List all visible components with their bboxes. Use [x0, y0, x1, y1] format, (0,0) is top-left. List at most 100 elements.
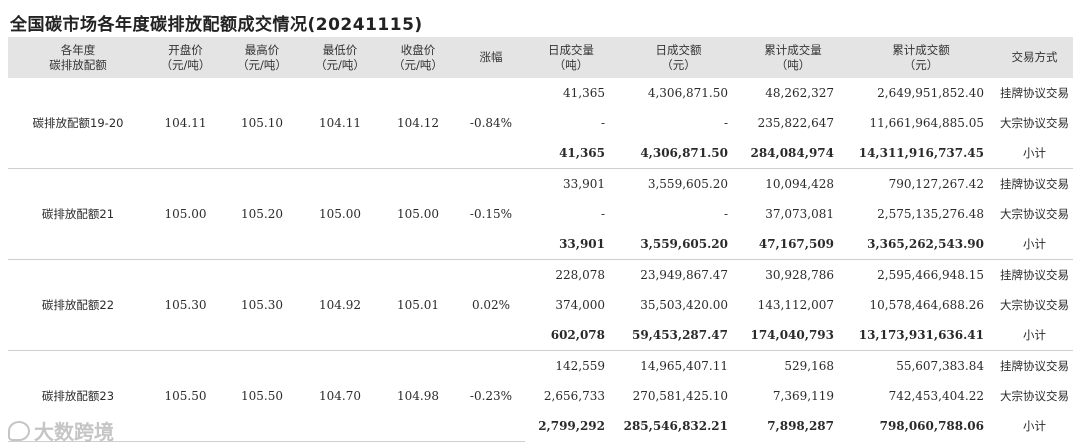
open-price: 105.30: [148, 259, 223, 351]
col-header-trade-method: 交易方式: [996, 37, 1073, 78]
low-price: 104.11: [301, 78, 379, 169]
trade-method: 大宗协议交易: [1000, 207, 1069, 221]
low-price: 104.70: [301, 350, 379, 442]
col-header-high: 最高价 （元/吨）: [223, 37, 301, 78]
high-price: 105.50: [223, 350, 301, 442]
subtotal-row: 41,365 4,306,871.50 284,084,974 14,311,9…: [8, 138, 1073, 169]
price-change: -0.84%: [457, 78, 525, 169]
table-row: 碳排放配额21 105.00 105.20 105.00 105.00 -0.1…: [8, 168, 1073, 260]
cumulative-volume: 235,822,647: [757, 116, 834, 130]
close-price: 105.00: [379, 168, 457, 260]
trade-method: 大宗协议交易: [1000, 116, 1069, 130]
page-title: 全国碳市场各年度碳排放配额成交情况(20241115): [10, 15, 423, 35]
subtotal-row: 33,901 3,559,605.20 47,167,509 3,365,262…: [8, 229, 1073, 260]
daily-amount: 35,503,420.00: [640, 298, 728, 312]
carbon-allowance-table: 各年度 碳排放配额 开盘价 （元/吨） 最高价 （元/吨） 最低价 （元/吨） 收盘价（…: [8, 37, 1073, 442]
table-row: 2,656,733 270,581,425.10 7,369,119 742,4…: [8, 381, 1073, 411]
low-price: 104.92: [301, 259, 379, 351]
daily-volume: 2,799,292: [538, 419, 605, 433]
col-header-cumulative-amount: 累计成交额 （元）: [846, 37, 996, 78]
cumulative-amount: 798,060,788.06: [879, 419, 984, 433]
daily-amount: 270,581,425.10: [632, 389, 728, 403]
cumulative-amount: 10,578,464,688.26: [869, 298, 984, 312]
allowance-name: 碳排放配额21: [8, 168, 148, 260]
cumulative-amount: 2,575,135,276.48: [877, 207, 984, 221]
close-price: 104.12: [379, 78, 457, 169]
cumulative-amount: 55,607,383.84: [896, 359, 984, 373]
daily-volume: -: [600, 207, 605, 221]
cumulative-amount: 13,173,931,636.41: [846, 320, 996, 351]
cumulative-amount: 3,365,262,543.90: [846, 229, 996, 260]
col-header-allowance: 各年度 碳排放配额: [8, 37, 148, 78]
high-price: 105.30: [223, 259, 301, 351]
watermark-text: 大数跨境: [34, 420, 114, 444]
daily-amount: 59,453,287.47: [617, 320, 740, 351]
daily-volume: 602,078: [525, 320, 617, 351]
cumulative-volume: 37,073,081: [765, 207, 834, 221]
cumulative-amount: 742,453,404.22: [888, 389, 984, 403]
subtotal-row: 2,799,292 285,546,832.21 7,898,287 798,0…: [8, 411, 1073, 441]
daily-amount: 4,306,871.50: [647, 86, 728, 100]
open-price: 104.11: [148, 78, 223, 169]
daily-amount: -: [723, 116, 728, 130]
speech-bubble-logo-icon: [8, 420, 30, 441]
daily-volume: 33,901: [525, 229, 617, 260]
table-row: - - 37,073,081 2,575,135,276.48 大宗协议交易: [8, 199, 1073, 229]
table-row: 374,000 35,503,420.00 143,112,007 10,578…: [8, 290, 1073, 320]
trade-method: 小计: [996, 229, 1073, 260]
daily-amount: -: [723, 207, 728, 221]
watermark: 大数跨境: [8, 416, 114, 445]
col-header-low: 最低价 （元/吨）: [301, 37, 379, 78]
trade-method: 大宗协议交易: [1000, 298, 1069, 312]
open-price: 105.00: [148, 168, 223, 260]
daily-volume: 228,078: [555, 268, 605, 282]
cumulative-volume: 47,167,509: [740, 229, 846, 260]
cumulative-volume: 174,040,793: [740, 320, 846, 351]
high-price: 105.10: [223, 78, 301, 169]
col-header-open: 开盘价 （元/吨）: [148, 37, 223, 78]
trade-method: 小计: [996, 320, 1073, 351]
trade-method: 挂牌协议交易: [1000, 86, 1069, 100]
col-header-daily-amount: 日成交额 （元）: [617, 37, 740, 78]
price-change: 0.02%: [457, 259, 525, 351]
cumulative-amount: 2,595,466,948.15: [877, 268, 984, 282]
table-row: 碳排放配额23 105.50 105.50 104.70 104.98 -0.2…: [8, 350, 1073, 442]
daily-amount: 23,949,867.47: [640, 268, 728, 282]
price-change: -0.23%: [457, 350, 525, 442]
cumulative-amount: 11,661,964,885.05: [869, 116, 984, 130]
trade-method: 挂牌协议交易: [1000, 359, 1069, 373]
daily-volume: 142,559: [555, 359, 605, 373]
allowance-name: 碳排放配额23: [8, 350, 148, 442]
price-change: -0.15%: [457, 168, 525, 260]
cumulative-volume: 30,928,786: [765, 268, 834, 282]
close-price: 105.01: [379, 259, 457, 351]
open-price: 105.50: [148, 350, 223, 442]
cumulative-volume: 7,898,287: [767, 419, 834, 433]
col-header-change: 涨幅: [457, 37, 525, 78]
high-price: 105.20: [223, 168, 301, 260]
cumulative-volume: 143,112,007: [757, 298, 834, 312]
table-header-row: 各年度 碳排放配额 开盘价 （元/吨） 最高价 （元/吨） 最低价 （元/吨） 收盘价（…: [8, 37, 1073, 78]
daily-amount: 285,546,832.21: [623, 419, 728, 433]
table-row: 碳排放配额19-20 104.11 105.10 104.11 104.12 -…: [8, 78, 1073, 169]
trade-method: 小计: [996, 138, 1073, 169]
trade-method: 大宗协议交易: [1000, 389, 1069, 403]
daily-amount: 14,965,407.11: [640, 359, 728, 373]
daily-volume: -: [600, 116, 605, 130]
daily-volume: 41,365: [525, 138, 617, 169]
trade-method: 挂牌协议交易: [1000, 268, 1069, 282]
daily-volume: 374,000: [555, 298, 605, 312]
daily-amount: 3,559,605.20: [617, 229, 740, 260]
trade-method: 挂牌协议交易: [1000, 177, 1069, 191]
daily-volume: 2,656,733: [543, 389, 605, 403]
subtotal-row: 602,078 59,453,287.47 174,040,793 13,173…: [8, 320, 1073, 351]
cumulative-volume: 284,084,974: [740, 138, 846, 169]
daily-volume: 41,365: [563, 86, 605, 100]
trade-method: 小计: [1023, 419, 1046, 433]
allowance-name: 碳排放配额22: [8, 259, 148, 351]
daily-amount: 4,306,871.50: [617, 138, 740, 169]
cumulative-volume: 529,168: [784, 359, 834, 373]
col-header-daily-volume: 日成交量 （吨）: [525, 37, 617, 78]
cumulative-amount: 790,127,267.42: [888, 177, 984, 191]
col-header-close: 收盘价 （元/吨）: [379, 37, 457, 78]
